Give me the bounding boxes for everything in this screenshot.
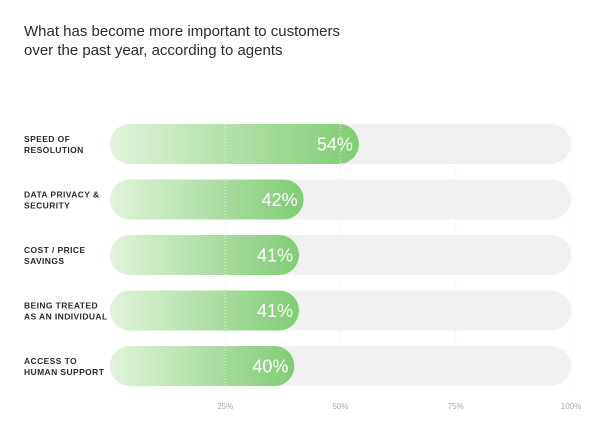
chart-title: What has become more important to custom… [24,22,384,60]
x-tick-label: 50% [332,402,348,411]
bar-row: 42% DATA PRIVACY & SECURITY [24,179,571,220]
category-label: SPEED OF RESOLUTION [24,134,84,155]
data-label: 41% [257,246,293,266]
category-label: ACCESS TO HUMAN SUPPORT [24,356,105,377]
bar-row: 54% SPEED OF RESOLUTION [24,124,571,164]
chart-title-line-1: What has become more important to custom… [24,23,340,40]
data-label: 54% [317,135,353,155]
bar-row: 41% COST / PRICE SAVINGS [24,235,571,275]
bar [110,346,295,386]
data-label: 41% [257,301,293,321]
bar-row: 40% ACCESS TO HUMAN SUPPORT [24,346,571,386]
bar [110,235,300,275]
category-label: BEING TREATED AS AN INDIVIDUAL [24,301,108,322]
bar-row: 41% BEING TREATED AS AN INDIVIDUAL [24,290,571,331]
category-label: DATA PRIVACY & SECURITY [24,190,100,211]
data-label: 40% [252,357,288,377]
data-label: 42% [262,190,298,210]
bar [110,124,359,164]
x-tick-label: 25% [217,402,233,411]
bar [110,179,304,220]
bar [110,290,300,331]
category-label: COST / PRICE SAVINGS [24,245,85,266]
x-tick-label: 75% [448,402,464,411]
chart-title-line-2: over the past year, according to agents [24,42,283,59]
x-tick-label: 100% [561,402,581,411]
